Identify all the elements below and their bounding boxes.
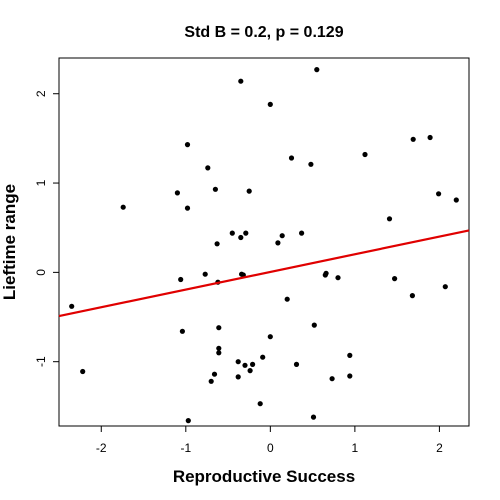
data-point-54 xyxy=(409,293,415,299)
x-tick-label-0: -2 xyxy=(96,441,107,455)
y-tick-label-2: 1 xyxy=(34,179,48,186)
data-point-23 xyxy=(238,234,244,241)
data-point-26 xyxy=(242,362,248,368)
data-point-2 xyxy=(120,204,126,210)
data-point-1 xyxy=(80,368,86,375)
data-point-31 xyxy=(257,401,263,407)
data-point-10 xyxy=(205,165,211,171)
data-point-11 xyxy=(208,378,214,384)
data-point-0 xyxy=(69,303,75,309)
data-point-53 xyxy=(392,276,398,282)
data-point-41 xyxy=(308,161,314,167)
x-tick-label-3: 1 xyxy=(352,441,359,455)
chart-title: Std B = 0.2, p = 0.129 xyxy=(184,24,343,41)
data-point-9 xyxy=(202,271,208,277)
data-point-40 xyxy=(299,230,305,236)
data-point-55 xyxy=(410,136,416,142)
data-point-34 xyxy=(267,334,273,340)
data-point-49 xyxy=(347,352,353,358)
plot-frame xyxy=(58,57,470,427)
data-point-21 xyxy=(235,374,241,380)
data-point-28 xyxy=(246,188,252,194)
y-axis: -1 0 1 2 xyxy=(34,90,59,367)
y-tick-label-3: 2 xyxy=(34,90,48,97)
data-point-19 xyxy=(229,230,235,236)
plot-area xyxy=(58,57,470,427)
x-axis: -2 -1 0 1 2 xyxy=(96,426,443,455)
data-points xyxy=(69,67,459,424)
data-point-33 xyxy=(267,101,273,107)
data-point-30 xyxy=(250,361,256,367)
x-tick-label-1: -1 xyxy=(180,441,191,455)
y-axis-label: Lieftime range xyxy=(0,184,19,300)
data-point-6 xyxy=(184,142,191,148)
data-point-42 xyxy=(310,414,317,420)
data-point-35 xyxy=(275,240,281,246)
data-point-3 xyxy=(174,190,180,196)
data-point-27 xyxy=(243,230,249,236)
y-tick-label-1: 0 xyxy=(34,269,48,276)
data-point-16 xyxy=(216,325,222,331)
data-point-17 xyxy=(216,345,222,351)
data-point-12 xyxy=(211,371,218,377)
data-point-46 xyxy=(323,270,329,276)
data-point-51 xyxy=(362,151,368,158)
data-point-50 xyxy=(347,373,353,379)
data-point-52 xyxy=(386,216,393,222)
data-point-5 xyxy=(179,328,185,334)
data-point-18 xyxy=(216,350,222,356)
y-tick-label-0: -1 xyxy=(34,356,48,367)
data-point-43 xyxy=(311,322,317,328)
data-point-58 xyxy=(442,284,448,290)
x-tick-label-2: 0 xyxy=(267,441,274,455)
x-axis-label: Reproductive Success xyxy=(173,467,355,486)
data-point-57 xyxy=(436,191,442,197)
data-point-22 xyxy=(238,78,244,84)
data-point-38 xyxy=(288,155,295,161)
data-point-39 xyxy=(293,361,300,367)
data-point-37 xyxy=(284,296,290,302)
data-point-47 xyxy=(329,376,335,382)
data-point-13 xyxy=(212,186,218,192)
x-tick-label-4: 2 xyxy=(436,441,443,455)
data-point-48 xyxy=(335,275,341,281)
data-point-56 xyxy=(427,134,433,141)
data-point-8 xyxy=(185,418,191,424)
regression-line xyxy=(58,229,470,318)
data-point-36 xyxy=(279,233,285,239)
data-point-44 xyxy=(314,67,320,73)
data-point-14 xyxy=(214,241,220,247)
data-point-20 xyxy=(235,359,241,365)
data-point-4 xyxy=(178,276,184,283)
data-point-29 xyxy=(247,368,253,374)
data-point-32 xyxy=(260,354,266,360)
data-point-7 xyxy=(184,205,191,211)
data-point-59 xyxy=(453,197,459,203)
